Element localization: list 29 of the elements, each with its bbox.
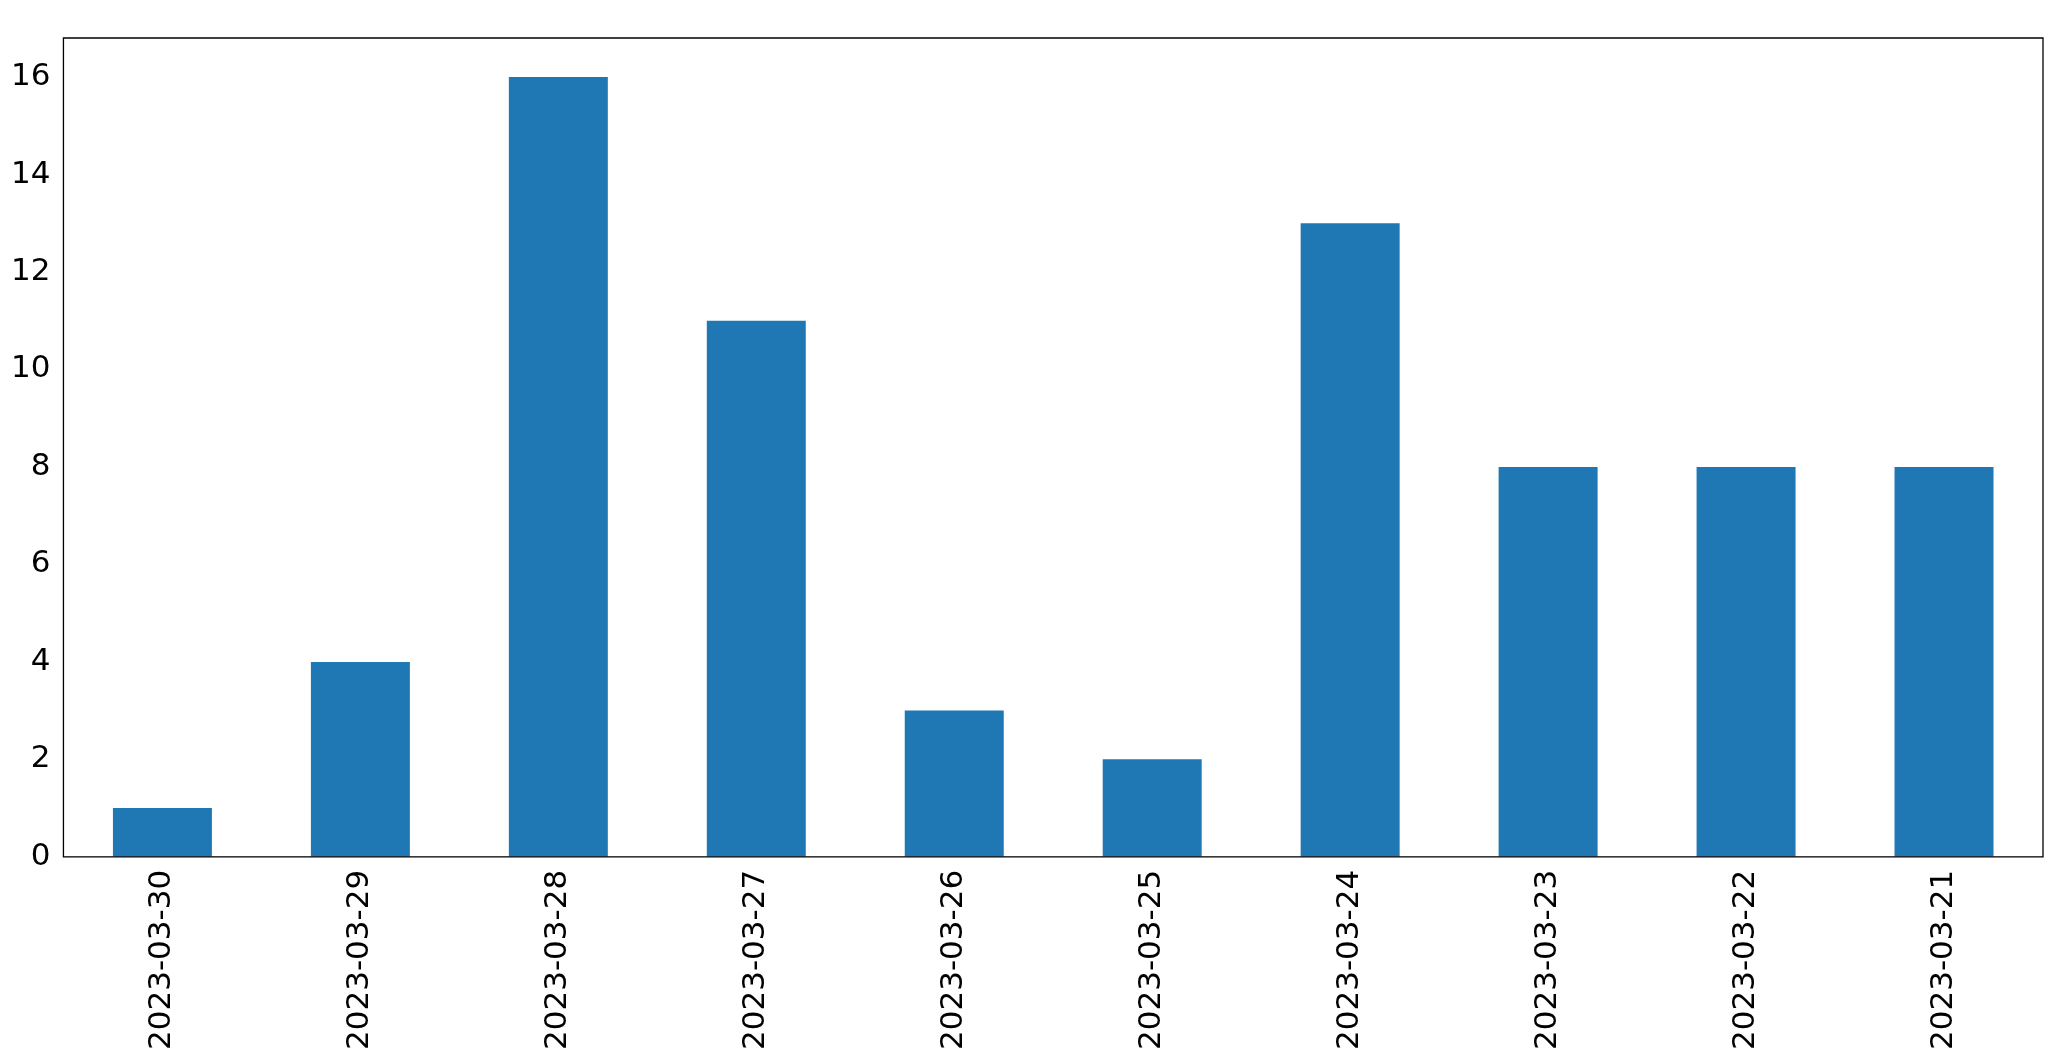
x-tick-label: 2023-03-23 [1527, 869, 1564, 1051]
y-tick-label: 16 [10, 56, 51, 93]
y-tick-label: 8 [30, 445, 51, 482]
x-tick-label: 2023-03-24 [1329, 869, 1366, 1051]
y-tick-label: 12 [10, 251, 51, 287]
y-tick-label: 0 [30, 835, 51, 872]
bar [112, 808, 212, 857]
bar [508, 76, 608, 857]
bar [1102, 759, 1202, 857]
y-tick-label: 10 [10, 348, 51, 385]
x-tick-label: 2023-03-25 [1131, 869, 1168, 1051]
bar [904, 710, 1004, 857]
bar [1300, 223, 1400, 857]
x-tick-label: 2023-03-26 [933, 869, 970, 1051]
y-tick-label: 14 [10, 153, 51, 190]
bar [1498, 466, 1598, 857]
y-tick-label: 2 [30, 738, 51, 775]
y-tick-label: 4 [30, 640, 51, 677]
bar [310, 661, 410, 857]
x-tick-label: 2023-03-28 [537, 869, 574, 1051]
bar [1894, 466, 1994, 857]
y-tick-label: 6 [30, 543, 51, 580]
bar [1696, 466, 1796, 857]
x-tick-label: 2023-03-29 [339, 869, 376, 1051]
x-tick-label: 2023-03-22 [1725, 869, 1762, 1051]
bar [706, 320, 806, 857]
x-tick-label: 2023-03-21 [1923, 869, 1960, 1051]
x-tick-label: 2023-03-27 [735, 869, 772, 1051]
x-tick-label: 2023-03-30 [141, 869, 178, 1051]
